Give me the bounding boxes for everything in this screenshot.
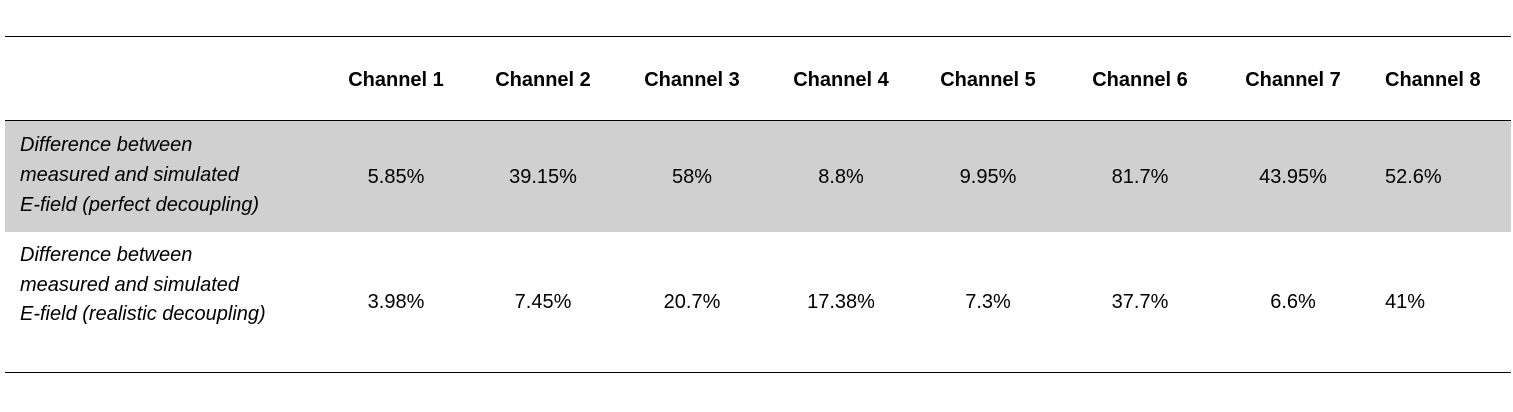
cell: 41%: [1385, 291, 1426, 313]
top-rule: [5, 36, 1511, 37]
cell: 7.45%: [514, 291, 572, 313]
column-header: Channel 3: [644, 69, 740, 91]
column-header: Channel 8: [1385, 69, 1481, 91]
row-label: Difference between: [20, 134, 193, 156]
cell: 20.7%: [663, 291, 721, 313]
column-header: Channel 2: [495, 69, 591, 91]
header-rule: [5, 120, 1511, 121]
cell: 8.8%: [818, 166, 864, 188]
column-header: Channel 7: [1245, 69, 1341, 91]
cell: 81.7%: [1111, 166, 1169, 188]
column-header: Channel 4: [793, 69, 889, 91]
cell: 37.7%: [1111, 291, 1169, 313]
row-label: measured and simulated: [20, 274, 240, 296]
row-label: E-field (realistic decoupling): [20, 303, 266, 325]
column-header: Channel 5: [940, 69, 1036, 91]
cell: 7.3%: [965, 291, 1011, 313]
column-header: Channel 6: [1092, 69, 1188, 91]
cell: 58%: [671, 166, 713, 188]
cell: 5.85%: [367, 166, 425, 188]
row-shading: [5, 121, 1511, 232]
row-label: measured and simulated: [20, 164, 240, 186]
column-header: Channel 1: [348, 69, 444, 91]
cell: 39.15%: [509, 166, 577, 188]
cell: 17.38%: [807, 291, 875, 313]
cell: 52.6%: [1385, 166, 1442, 188]
cell: 43.95%: [1259, 166, 1327, 188]
row-label: E-field (perfect decoupling): [20, 194, 260, 216]
row-label: Difference between: [20, 244, 193, 266]
bottom-rule: [5, 372, 1511, 373]
cell: 3.98%: [367, 291, 425, 313]
cell: 9.95%: [959, 166, 1017, 188]
cell: 6.6%: [1270, 291, 1316, 313]
